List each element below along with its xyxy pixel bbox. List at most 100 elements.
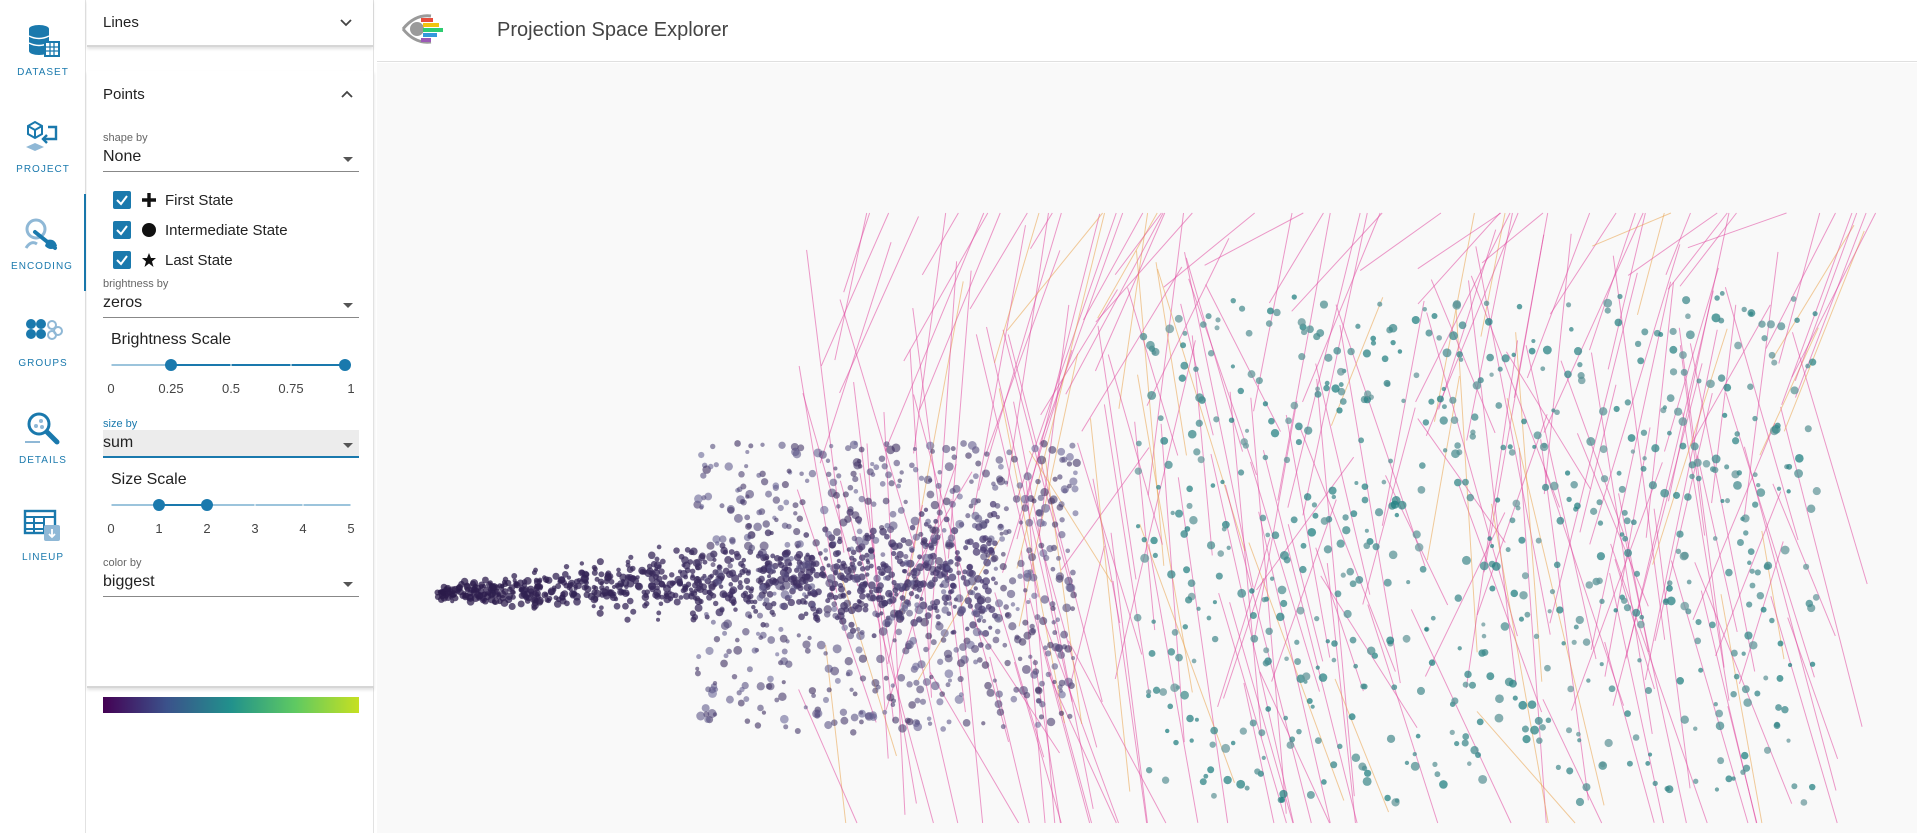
projection-point[interactable] <box>1370 340 1377 346</box>
projection-point[interactable] <box>880 595 886 601</box>
projection-point[interactable] <box>971 610 977 616</box>
projection-point[interactable] <box>1230 297 1236 304</box>
projection-point[interactable] <box>1470 746 1479 755</box>
projection-point[interactable] <box>1160 436 1169 445</box>
rail-item-encoding[interactable]: ENCODING <box>0 194 86 291</box>
projection-point[interactable] <box>490 582 498 591</box>
projection-point[interactable] <box>807 635 812 641</box>
projection-point[interactable] <box>1270 428 1280 438</box>
projection-point[interactable] <box>1585 581 1594 589</box>
projection-point[interactable] <box>1712 536 1718 541</box>
projection-point[interactable] <box>1313 332 1321 341</box>
projection-point[interactable] <box>1428 659 1436 666</box>
projection-point[interactable] <box>597 578 605 586</box>
projection-point[interactable] <box>1471 413 1479 421</box>
projection-point[interactable] <box>1599 445 1608 454</box>
projection-point[interactable] <box>1271 531 1280 540</box>
shape-by-select[interactable]: None <box>103 144 359 172</box>
projection-point[interactable] <box>736 486 743 493</box>
projection-point[interactable] <box>917 660 926 669</box>
projection-point[interactable] <box>1599 598 1605 605</box>
projection-point[interactable] <box>1180 530 1189 538</box>
projection-point[interactable] <box>1391 684 1398 691</box>
projection-point[interactable] <box>846 590 852 595</box>
projection-point[interactable] <box>1623 517 1631 525</box>
projection-point[interactable] <box>1364 528 1369 533</box>
projection-point[interactable] <box>1195 393 1204 403</box>
projection-point[interactable] <box>1314 616 1320 622</box>
projection-point[interactable] <box>968 570 976 578</box>
projection-point[interactable] <box>890 609 899 618</box>
projection-point[interactable] <box>949 500 956 508</box>
projection-point[interactable] <box>1388 323 1398 333</box>
projection-point[interactable] <box>1637 357 1645 365</box>
projection-point[interactable] <box>714 569 724 578</box>
projection-point[interactable] <box>452 595 459 602</box>
projection-point[interactable] <box>864 497 872 505</box>
projection-point[interactable] <box>772 496 781 504</box>
projection-point[interactable] <box>869 527 877 535</box>
projection-point[interactable] <box>1596 552 1606 561</box>
projection-point[interactable] <box>1031 498 1037 504</box>
projection-point[interactable] <box>1569 327 1574 332</box>
projection-point[interactable] <box>561 579 567 586</box>
projection-point[interactable] <box>779 556 784 561</box>
projection-point[interactable] <box>1582 783 1591 792</box>
projection-point[interactable] <box>1679 351 1687 359</box>
projection-point[interactable] <box>1477 377 1484 384</box>
projection-point[interactable] <box>1211 792 1217 799</box>
projection-point[interactable] <box>804 647 811 654</box>
projection-point[interactable] <box>815 617 821 623</box>
projection-point[interactable] <box>1207 349 1215 357</box>
projection-point[interactable] <box>783 499 790 506</box>
projection-point[interactable] <box>996 708 1005 716</box>
projection-point[interactable] <box>1554 409 1560 416</box>
projection-point[interactable] <box>1336 407 1343 414</box>
projection-point[interactable] <box>1644 687 1653 695</box>
projection-point[interactable] <box>999 531 1004 536</box>
projection-point[interactable] <box>1780 545 1790 555</box>
projection-point[interactable] <box>1021 664 1031 674</box>
projection-point[interactable] <box>908 701 916 709</box>
projection-point[interactable] <box>1624 710 1631 717</box>
projection-point[interactable] <box>1545 717 1552 724</box>
projection-point[interactable] <box>1665 785 1674 794</box>
projection-point[interactable] <box>1706 379 1715 389</box>
projection-point[interactable] <box>1037 494 1044 502</box>
projection-point[interactable] <box>1450 416 1459 424</box>
projection-point[interactable] <box>767 574 772 579</box>
projection-point[interactable] <box>1621 509 1628 516</box>
projection-point[interactable] <box>1424 627 1429 632</box>
projection-point[interactable] <box>1551 408 1556 413</box>
projection-point[interactable] <box>930 534 938 542</box>
projection-point[interactable] <box>583 584 589 590</box>
projection-point[interactable] <box>753 608 759 614</box>
projection-point[interactable] <box>756 612 764 619</box>
checkbox-last-state[interactable] <box>113 251 131 269</box>
projection-point[interactable] <box>1567 685 1574 693</box>
projection-point[interactable] <box>713 636 721 643</box>
projection-point[interactable] <box>1675 548 1682 555</box>
projection-point[interactable] <box>916 617 921 623</box>
projection-point[interactable] <box>1422 419 1430 426</box>
projection-point[interactable] <box>1217 550 1225 557</box>
projection-point[interactable] <box>1254 768 1261 775</box>
projection-point[interactable] <box>981 469 990 478</box>
projection-point[interactable] <box>1051 620 1056 625</box>
projection-point[interactable] <box>737 573 743 578</box>
projection-point[interactable] <box>544 597 550 603</box>
projection-point[interactable] <box>679 569 688 578</box>
projection-point[interactable] <box>825 598 831 604</box>
projection-point[interactable] <box>492 599 498 605</box>
projection-point[interactable] <box>1261 755 1266 761</box>
projection-point[interactable] <box>968 503 974 509</box>
projection-point[interactable] <box>1566 767 1574 775</box>
projection-point[interactable] <box>1215 572 1223 580</box>
projection-point[interactable] <box>741 557 747 563</box>
projection-point[interactable] <box>1528 347 1536 355</box>
projection-point[interactable] <box>1022 619 1029 626</box>
projection-point[interactable] <box>1672 491 1681 499</box>
projection-point[interactable] <box>1501 354 1510 363</box>
projection-point[interactable] <box>1489 372 1494 377</box>
projection-point[interactable] <box>1561 641 1566 646</box>
